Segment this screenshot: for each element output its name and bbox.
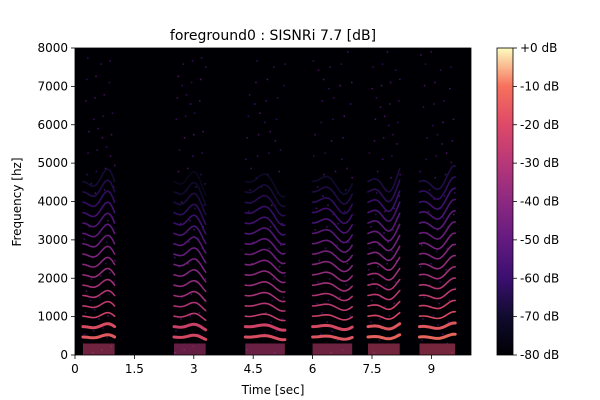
plot-background: [75, 48, 471, 355]
y-tick-label: 0: [60, 348, 68, 362]
x-tick-label: 4.5: [244, 362, 263, 376]
colorbar-tick-label: -30 dB: [520, 156, 559, 170]
y-tick-label: 4000: [37, 195, 68, 209]
speech-segment: [172, 57, 208, 355]
x-axis-ticks: 0 1.5 3 4.5 6 7.5 9: [71, 355, 435, 376]
y-tick-label: 8000: [37, 41, 68, 55]
x-tick-label: 1.5: [125, 362, 144, 376]
speech-segment: [418, 51, 457, 355]
speech-segment: [311, 51, 354, 355]
y-tick-label: 2000: [37, 271, 68, 285]
speech-segment: [366, 51, 402, 355]
y-axis-ticks: 0 1000 2000 3000 4000 5000 6000 7000 8000: [37, 41, 75, 362]
colorbar-tick-label: +0 dB: [520, 41, 557, 55]
speech-segment: [243, 60, 287, 355]
y-tick-label: 3000: [37, 233, 68, 247]
colorbar: [496, 47, 514, 356]
y-tick-label: 1000: [37, 310, 68, 324]
colorbar-tick-label: -70 dB: [520, 310, 559, 324]
y-tick-label: 6000: [37, 118, 68, 132]
colorbar-tick-label: -80 dB: [520, 348, 559, 362]
colorbar-tick-label: -20 dB: [520, 118, 559, 132]
colorbar-tick-label: -40 dB: [520, 195, 559, 209]
colorbar-tick-label: -60 dB: [520, 271, 559, 285]
x-tick-label: 7.5: [362, 362, 381, 376]
y-axis-label: Frequency [hz]: [10, 157, 24, 246]
colorbar-tick-label: -50 dB: [520, 233, 559, 247]
spectrogram-energy: [81, 51, 457, 355]
speech-segment: [81, 57, 117, 355]
colorbar-tick-label: -10 dB: [520, 79, 559, 93]
y-tick-label: 7000: [37, 79, 68, 93]
x-tick-label: 6: [309, 362, 317, 376]
x-tick-label: 0: [71, 362, 79, 376]
x-axis-label: Time [sec]: [241, 383, 305, 397]
x-tick-label: 3: [190, 362, 198, 376]
x-tick-label: 9: [428, 362, 436, 376]
colorbar-ticks: +0 dB -10 dB -20 dB -30 dB -40 dB -50 dB -60 d…: [513, 41, 559, 362]
y-tick-label: 5000: [37, 156, 68, 170]
chart-title: foreground0 : SISNRi 7.7 [dB]: [170, 28, 376, 44]
